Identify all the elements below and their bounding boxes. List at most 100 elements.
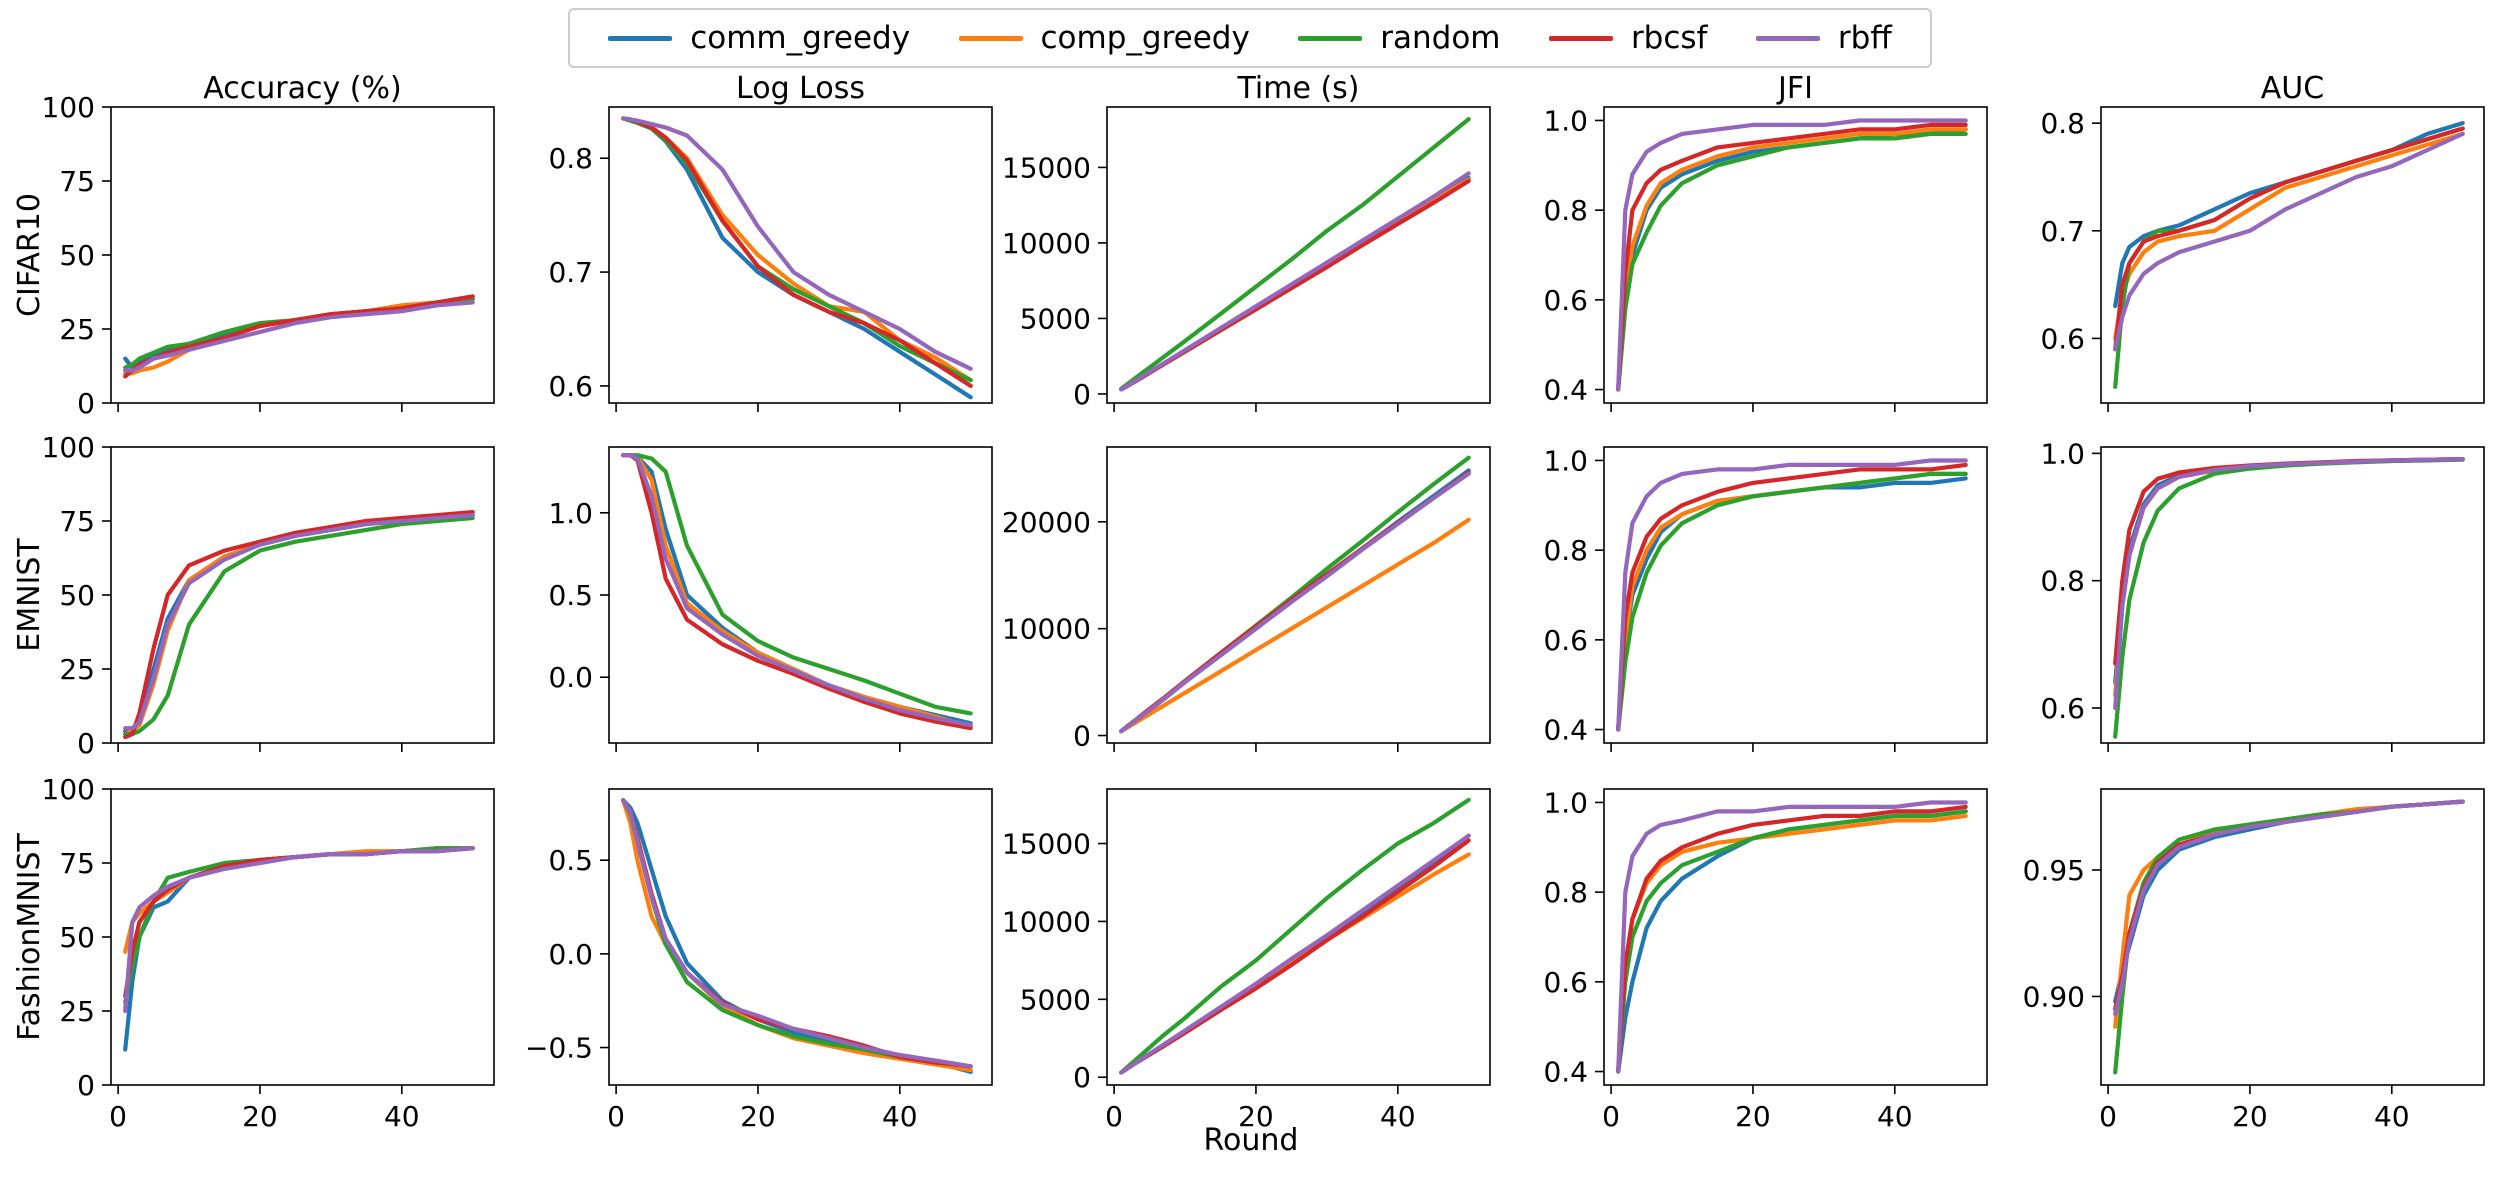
y-tick-label: 0.5 — [548, 579, 593, 612]
y-tick-label: 10000 — [1002, 227, 1091, 260]
y-tick-label: 0 — [1073, 1061, 1091, 1094]
x-tick-label: 40 — [1877, 1100, 1913, 1133]
y-tick-label: 0.8 — [548, 142, 593, 175]
series-line-rbcsf — [1616, 462, 1968, 732]
series-line-comp-greedy — [2113, 799, 2465, 1029]
series-line-comp-greedy — [123, 297, 475, 376]
series-line-comm-greedy — [123, 512, 475, 734]
series-line-rbff — [621, 798, 973, 1069]
series-line-rbcsf — [2113, 126, 2465, 352]
panel-emnist-auc: 0.6 0.8 1.0 — [2040, 437, 2485, 752]
panel-fashionmnist-auc: 0.90 0.95 0 20 40 — [2023, 788, 2485, 1133]
series-line-random — [1616, 809, 1968, 1074]
series-line-rbff — [2113, 457, 2465, 711]
series-line-rbcsf — [621, 116, 973, 388]
legend-item-comp-greedy: comp_greedy — [958, 20, 1250, 56]
panel-cifar10-log-loss: 0.6 0.7 0.8 Log Loss — [548, 71, 993, 412]
series-line-comm-greedy — [621, 453, 973, 726]
panel-emnist-time-s: 0 10000 20000 — [1002, 446, 1491, 753]
plot-frame — [1106, 788, 1491, 1086]
series-line-rbff — [2113, 799, 2465, 1017]
panel-cifar10-auc: 0.6 0.7 0.8 AUC — [2040, 71, 2485, 412]
y-tick-label: 50 — [59, 239, 95, 272]
y-tick-label: 0.8 — [1543, 876, 1588, 909]
y-tick-label: 1.0 — [2040, 437, 2085, 470]
x-tick-label: 40 — [2374, 1100, 2410, 1133]
y-tick-label: 0 — [77, 1069, 95, 1102]
series-line-random — [1119, 116, 1471, 391]
column-title: JFI — [1776, 71, 1813, 106]
x-tick-label: 40 — [882, 1100, 918, 1133]
y-tick-label: 0.5 — [548, 844, 593, 877]
series-line-comp-greedy — [1616, 127, 1968, 392]
plot-frame — [110, 106, 495, 404]
series-line-rbff — [621, 453, 973, 728]
series-line-comp-greedy — [1119, 517, 1471, 734]
x-tick-label: 0 — [109, 1100, 127, 1133]
series-line-random — [2113, 799, 2465, 1075]
series-line-comp-greedy — [123, 512, 475, 737]
x-tick-label: 40 — [1380, 1100, 1416, 1133]
column-title: Accuracy (%) — [203, 71, 401, 106]
y-tick-label: 0.6 — [2040, 692, 2085, 725]
series-line-random — [1616, 131, 1968, 392]
plot-frame — [1603, 788, 1988, 1086]
y-tick-label: 0.7 — [548, 256, 593, 289]
y-tick-label: −0.5 — [525, 1032, 593, 1065]
y-tick-label: 20000 — [1002, 506, 1091, 539]
legend-label-comm-greedy: comm_greedy — [690, 20, 911, 56]
plot-frame — [608, 446, 993, 744]
y-tick-label: 75 — [59, 505, 95, 538]
series-line-random — [1616, 471, 1968, 732]
x-tick-label: 20 — [740, 1100, 776, 1133]
y-tick-label: 25 — [59, 995, 95, 1028]
series-line-comm-greedy — [1616, 809, 1968, 1074]
y-tick-label: 0.0 — [548, 661, 593, 694]
series-line-comp-greedy — [2113, 131, 2465, 341]
series-line-rbff — [123, 846, 475, 1014]
series-line-random — [2113, 457, 2465, 739]
panel-cifar10-time-s: 0 5000 10000 15000 Time (s) — [1002, 71, 1491, 412]
y-tick-label: 0.8 — [1543, 534, 1588, 567]
series-line-comm-greedy — [2113, 457, 2465, 685]
series-line-rbcsf — [621, 453, 973, 731]
y-tick-label: 0.4 — [1543, 1056, 1588, 1089]
panel-cifar10-jfi: 0.4 0.6 0.8 1.0 JFI — [1543, 71, 1988, 412]
y-tick-label: 0.6 — [1543, 284, 1588, 317]
series-line-comm-greedy — [1616, 127, 1968, 392]
y-tick-label: 0.4 — [1543, 714, 1588, 747]
x-tick-label: 40 — [384, 1100, 420, 1133]
y-tick-label: 100 — [42, 773, 95, 806]
panel-cifar10-accuracy: 0 25 50 75 100 Accuracy (%) CIFAR10 — [12, 71, 495, 420]
x-tick-label: 0 — [607, 1100, 625, 1133]
x-axis-label: Round — [1204, 1123, 1299, 1158]
y-tick-label: 0.6 — [548, 370, 593, 403]
y-tick-label: 75 — [59, 847, 95, 880]
y-tick-label: 0.0 — [548, 938, 593, 971]
row-label: EMNIST — [12, 538, 47, 652]
column-title: AUC — [2261, 71, 2324, 106]
legend: comm_greedy comp_greedy random rbcsf rbf… — [568, 8, 1932, 68]
y-tick-label: 5000 — [1020, 983, 1091, 1016]
series-line-rbff — [2113, 131, 2465, 352]
panel-fashionmnist-log-loss: −0.5 0.0 0.5 0 20 40 — [525, 788, 993, 1133]
y-tick-label: 1.0 — [1543, 104, 1588, 137]
series-line-rbcsf — [123, 846, 475, 999]
y-tick-label: 15000 — [1002, 828, 1091, 861]
y-tick-label: 0 — [77, 387, 95, 420]
series-line-comm-greedy — [123, 846, 475, 1052]
series-line-rbff — [621, 116, 973, 371]
panel-fashionmnist-jfi: 0.4 0.6 0.8 1.0 0 20 40 — [1543, 786, 1988, 1133]
series-line-rbff — [1616, 800, 1968, 1074]
y-tick-label: 0.8 — [2040, 107, 2085, 140]
y-tick-label: 50 — [59, 921, 95, 954]
series-line-rbff — [1119, 833, 1471, 1075]
series-line-random — [1119, 797, 1471, 1075]
y-tick-label: 0 — [1073, 720, 1091, 753]
series-line-random — [621, 453, 973, 716]
panel-fashionmnist-accuracy: 0 25 50 75 100 0 20 40 FashionMNIST — [12, 773, 495, 1133]
legend-item-comm-greedy: comm_greedy — [608, 20, 910, 56]
y-tick-label: 100 — [42, 91, 95, 124]
series-line-rbff — [1119, 171, 1471, 392]
